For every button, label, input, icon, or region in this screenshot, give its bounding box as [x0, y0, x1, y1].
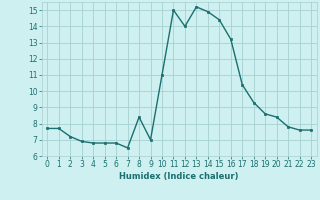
- X-axis label: Humidex (Indice chaleur): Humidex (Indice chaleur): [119, 172, 239, 181]
